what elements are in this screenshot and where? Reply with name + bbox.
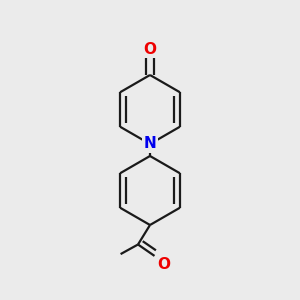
Text: O: O (157, 257, 170, 272)
Text: O: O (143, 42, 157, 57)
Text: N: N (144, 136, 156, 152)
